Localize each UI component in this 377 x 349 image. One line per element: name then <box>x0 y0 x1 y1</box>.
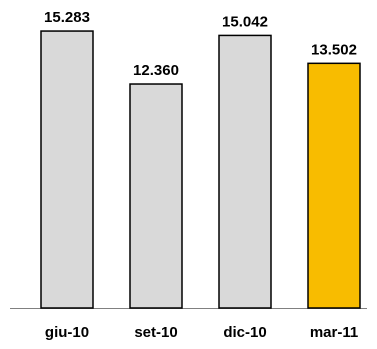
bar-giu-10 <box>40 30 94 309</box>
category-label-set-10: set-10 <box>134 324 177 341</box>
category-labels-group: giu-10 set-10 dic-10 mar-11 <box>45 324 358 341</box>
bar-set-10 <box>129 83 183 309</box>
category-label-giu-10: giu-10 <box>45 324 89 341</box>
value-label-set-10: 12.360 <box>133 62 179 79</box>
value-label-dic-10: 15.042 <box>222 13 268 30</box>
bars-group <box>40 30 361 309</box>
bar-mar-11 <box>307 62 361 309</box>
category-label-dic-10: dic-10 <box>223 324 266 341</box>
bar-dic-10 <box>218 34 272 309</box>
value-labels-group: 15.283 12.360 15.042 13.502 <box>44 9 357 79</box>
value-label-mar-11: 13.502 <box>311 41 357 58</box>
category-label-mar-11: mar-11 <box>310 324 358 341</box>
value-label-giu-10: 15.283 <box>44 9 90 26</box>
